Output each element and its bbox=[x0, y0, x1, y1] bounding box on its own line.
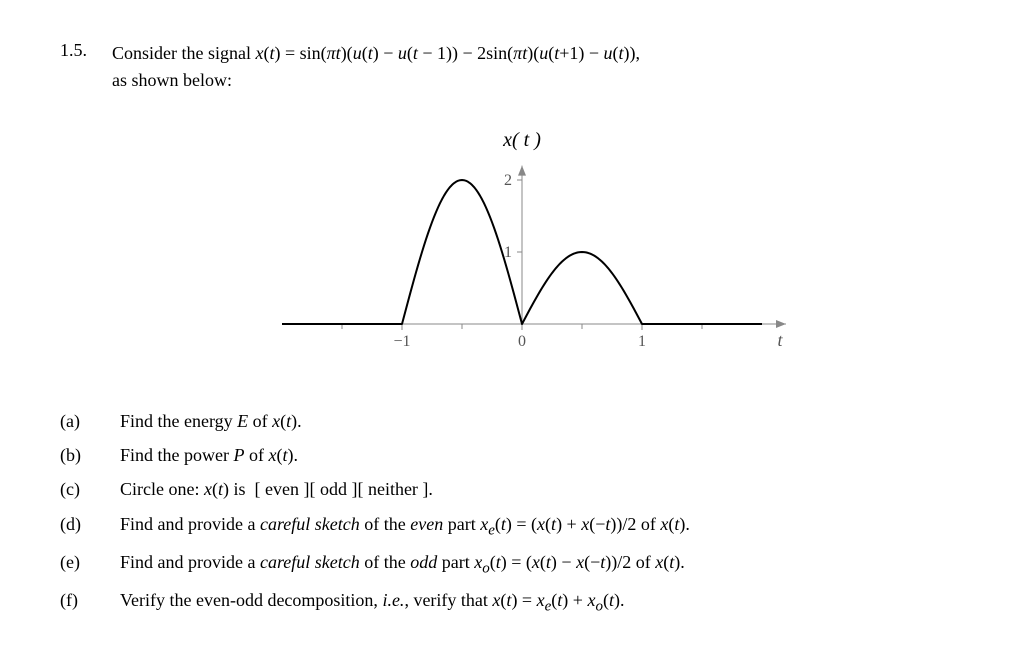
subpart-text: Circle one: x(t) is [ even ][ odd ][ nei… bbox=[120, 472, 964, 506]
subpart-text: Find the energy E of x(t). bbox=[120, 404, 964, 438]
subpart-label: (d) bbox=[60, 507, 120, 545]
svg-text:t: t bbox=[777, 330, 783, 350]
problem-header: 1.5. Consider the signal x(t) = sin(πt)(… bbox=[60, 40, 964, 94]
subpart-row: (d)Find and provide a careful sketch of … bbox=[60, 507, 964, 545]
signal-chart: −1 0 1 1 2 x( t ) t bbox=[232, 124, 792, 364]
svg-text:2: 2 bbox=[504, 172, 512, 189]
problem-statement-line2: as shown below: bbox=[112, 70, 232, 90]
subparts-list: (a)Find the energy E of x(t).(b)Find the… bbox=[60, 404, 964, 621]
subpart-label: (f) bbox=[60, 583, 120, 621]
subpart-row: (c)Circle one: x(t) is [ even ][ odd ][ … bbox=[60, 472, 964, 506]
subpart-row: (b)Find the power P of x(t). bbox=[60, 438, 964, 472]
problem-statement-line1: Consider the signal x(t) = sin(πt)(u(t) … bbox=[112, 43, 640, 63]
subpart-text: Verify the even-odd decomposition, i.e.,… bbox=[120, 583, 964, 621]
problem-statement: Consider the signal x(t) = sin(πt)(u(t) … bbox=[112, 40, 964, 94]
subpart-row: (e)Find and provide a careful sketch of … bbox=[60, 545, 964, 583]
subpart-row: (a)Find the energy E of x(t). bbox=[60, 404, 964, 438]
svg-text:x( t ): x( t ) bbox=[502, 129, 541, 151]
subpart-text: Find and provide a careful sketch of the… bbox=[120, 545, 964, 583]
problem-number: 1.5. bbox=[60, 40, 112, 94]
svg-text:1: 1 bbox=[638, 333, 646, 350]
subpart-label: (b) bbox=[60, 438, 120, 472]
subpart-text: Find and provide a careful sketch of the… bbox=[120, 507, 964, 545]
subpart-label: (c) bbox=[60, 472, 120, 506]
chart-container: −1 0 1 1 2 x( t ) t bbox=[60, 124, 964, 364]
svg-text:0: 0 bbox=[518, 333, 526, 350]
subpart-text: Find the power P of x(t). bbox=[120, 438, 964, 472]
svg-text:1: 1 bbox=[504, 244, 512, 261]
subpart-label: (a) bbox=[60, 404, 120, 438]
subpart-label: (e) bbox=[60, 545, 120, 583]
svg-text:−1: −1 bbox=[393, 333, 410, 350]
subpart-row: (f)Verify the even-odd decomposition, i.… bbox=[60, 583, 964, 621]
